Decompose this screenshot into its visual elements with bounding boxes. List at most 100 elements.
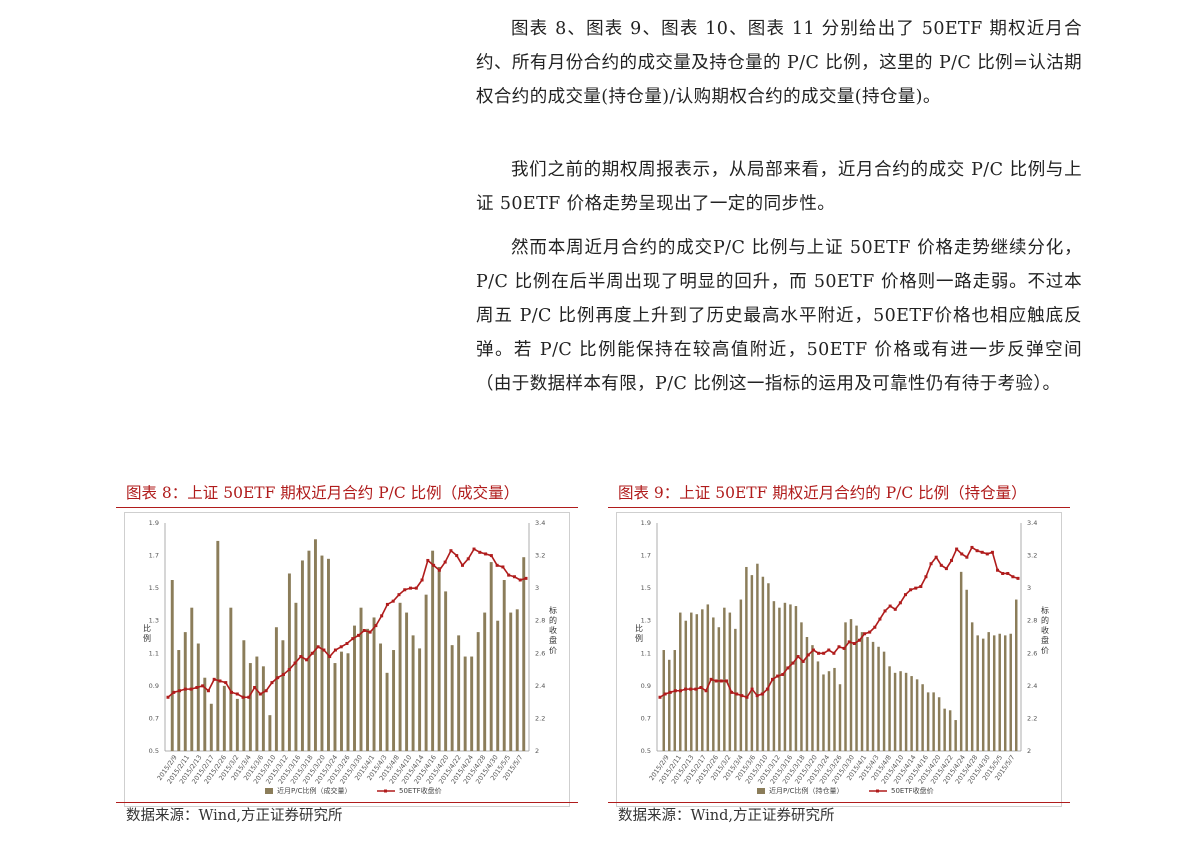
- figure-8-source: 数据来源：Wind,方正证券研究所: [126, 808, 343, 824]
- bar: [1015, 599, 1018, 751]
- bar: [877, 646, 880, 751]
- line-point: [218, 679, 222, 683]
- bar: [457, 635, 461, 751]
- bar: [353, 625, 356, 751]
- line-point: [328, 655, 332, 659]
- line-point: [704, 689, 708, 693]
- bar: [750, 575, 754, 751]
- line-point: [888, 604, 892, 608]
- line-point: [847, 640, 851, 644]
- line-point: [230, 690, 234, 694]
- bar: [822, 674, 825, 751]
- line-point: [868, 630, 872, 634]
- bar: [450, 645, 454, 751]
- y-tick-label: 1.5: [149, 584, 159, 592]
- line-point: [755, 694, 759, 698]
- line-point: [990, 550, 994, 554]
- bar: [915, 679, 919, 751]
- line-point: [264, 689, 268, 693]
- bar: [333, 663, 337, 751]
- bar: [261, 666, 265, 751]
- line-point: [837, 645, 841, 649]
- y-tick-label: 1.1: [149, 649, 159, 657]
- bar: [981, 638, 985, 751]
- line-point: [247, 695, 251, 699]
- bar: [937, 697, 941, 751]
- line-point: [524, 576, 528, 580]
- bar: [411, 635, 415, 751]
- bar: [761, 576, 765, 751]
- line-point: [414, 586, 418, 590]
- bar: [392, 650, 396, 751]
- line-point: [380, 614, 384, 618]
- y2-tick-label: 2.8: [1027, 617, 1037, 625]
- figure-9: 图表 9：上证 50ETF 期权近月合约的 P/C 比例（持仓量） 1.9 1.7…: [608, 482, 1070, 824]
- line-point: [919, 585, 923, 589]
- legend-bar-label: 近月P/C比例（持仓量）: [769, 786, 843, 795]
- line-point: [189, 687, 193, 691]
- bar: [346, 653, 350, 751]
- bar: [1009, 633, 1012, 751]
- bar: [274, 627, 278, 751]
- bar: [965, 589, 968, 751]
- bar: [483, 612, 487, 751]
- figure-9-chart: 1.9 1.7 1.5 1.3 1.1 0.9 0.7 0.5 3.4 3.2 3 2.8 2.6 2.4…: [616, 512, 1062, 807]
- line-point: [944, 567, 948, 571]
- line-point: [345, 642, 349, 646]
- y-tick-label: 1.1: [641, 649, 651, 657]
- bar: [463, 656, 467, 751]
- figure-8: 图表 8：上证 50ETF 期权近月合约 P/C 比例（成交量） 1.9 1.7 1…: [116, 482, 578, 824]
- line-point: [678, 689, 682, 693]
- bar: [424, 594, 428, 751]
- bar: [431, 550, 435, 751]
- line-point: [740, 694, 744, 698]
- line-point: [333, 648, 337, 652]
- bar: [248, 663, 252, 751]
- y-tick-label: 1.5: [641, 584, 651, 592]
- line-point: [898, 601, 902, 605]
- line-point: [1006, 571, 1010, 575]
- bar: [976, 635, 979, 751]
- line-point: [975, 549, 979, 553]
- y-tick-label: 0.5: [641, 747, 651, 755]
- y2-tick-label: 2: [535, 747, 539, 755]
- bar: [366, 628, 369, 751]
- line-point: [206, 689, 210, 693]
- bar: [794, 606, 798, 751]
- line-point: [276, 676, 280, 680]
- bar: [926, 692, 930, 751]
- line-point: [478, 550, 482, 554]
- y-axis-label: 比例: [635, 623, 643, 643]
- bar: [509, 612, 513, 751]
- line-point: [817, 651, 821, 655]
- bar: [690, 612, 693, 751]
- bar: [268, 715, 272, 751]
- bar: [496, 620, 500, 751]
- figure-9-chart-svg: 1.9 1.7 1.5 1.3 1.1 0.9 0.7 0.5 3.4 3.2 3 2.8 2.6 2.4…: [635, 519, 1049, 795]
- line-point: [293, 661, 297, 665]
- line-point: [316, 645, 320, 649]
- line-point: [673, 689, 677, 693]
- y2-axis-label: 标的收盘价: [1041, 605, 1049, 655]
- line-point: [310, 651, 314, 655]
- line-point: [709, 677, 713, 681]
- line-point: [781, 672, 785, 676]
- bar: [789, 604, 792, 751]
- bar: [706, 604, 710, 751]
- line-point: [724, 679, 728, 683]
- line-point: [857, 638, 861, 642]
- line-point: [409, 586, 413, 590]
- line-point: [663, 692, 667, 696]
- figure-8-title: 图表 8：上证 50ETF 期权近月合约 P/C 比例（成交量）: [126, 484, 520, 502]
- line-point: [357, 633, 361, 637]
- y2-tick-label: 2.8: [535, 617, 545, 625]
- line-point: [765, 687, 769, 691]
- line-point: [178, 689, 182, 693]
- figure-8-chart-svg: 1.9 1.7 1.5 1.3 1.1 0.9 0.7 0.5 3.4 3.2 3 2.8 2.6 2.4…: [143, 519, 557, 795]
- line-point: [924, 575, 928, 579]
- bar: [203, 677, 207, 751]
- line-point: [806, 653, 810, 657]
- bar: [372, 617, 376, 751]
- bar: [728, 612, 732, 751]
- bar: [515, 609, 519, 751]
